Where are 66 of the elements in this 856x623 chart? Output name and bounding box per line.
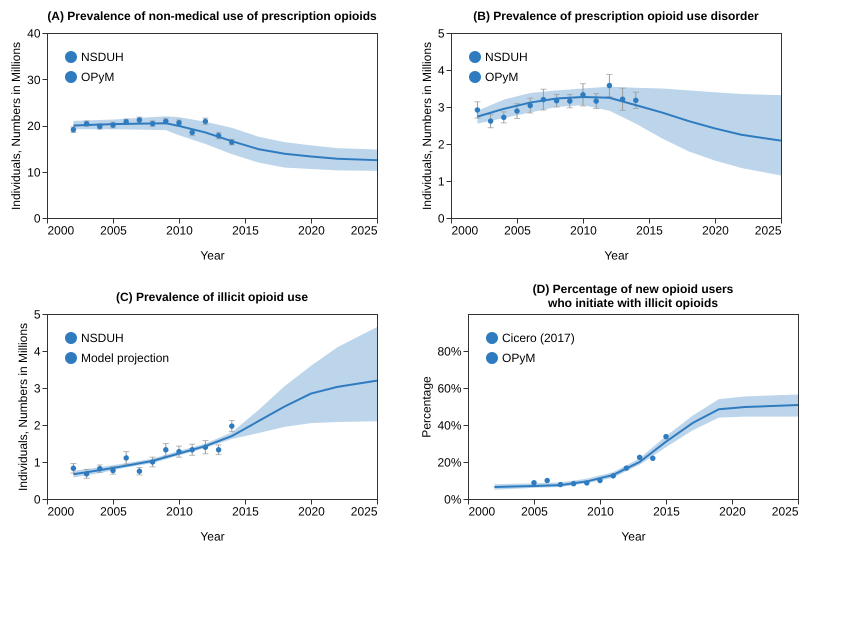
x-tick-label: 2025 xyxy=(772,504,799,518)
y-tick-label: 5 xyxy=(34,308,41,322)
x-tick-label: 2005 xyxy=(100,224,128,238)
x-tick-label: 2015 xyxy=(232,504,260,518)
x-tick-label: 2020 xyxy=(298,504,326,518)
x-tick-label: 2000 xyxy=(48,504,75,518)
x-tick-label: 2015 xyxy=(653,504,680,518)
x-axis-title: Year xyxy=(200,248,225,262)
legend-label: Model projection xyxy=(81,351,170,365)
y-axis-title: Percentage xyxy=(419,376,434,438)
chart-title: (B) Prevalence of prescription opioid use disorder xyxy=(473,9,760,23)
y-tick-label: 0 xyxy=(34,212,41,226)
y-tick-label: 10 xyxy=(27,165,41,180)
x-tick-label: 2015 xyxy=(232,224,260,238)
y-tick-label: 20% xyxy=(437,456,462,470)
y-axis-title: Individuals, Numbers in Millions xyxy=(9,42,24,210)
y-tick-label: 2 xyxy=(438,138,445,152)
y-tick-label: 4 xyxy=(34,344,41,358)
y-axis-title: Individuals, Numbers in Millions xyxy=(420,42,434,210)
x-tick-label: 2010 xyxy=(166,504,194,518)
x-axis-title: Year xyxy=(621,530,646,544)
y-tick-label: 3 xyxy=(438,100,445,114)
y-tick-label: 0 xyxy=(34,492,41,506)
x-tick-label: 2000 xyxy=(452,224,479,238)
y-tick-label: 3 xyxy=(34,382,41,396)
y-tick-label: 40% xyxy=(437,418,462,432)
y-tick-label: 4 xyxy=(438,64,445,78)
legend-label: Cicero (2017) xyxy=(502,331,575,345)
y-tick-label: 60% xyxy=(437,382,462,396)
x-axis-title: Year xyxy=(200,530,225,544)
x-tick-label: 2010 xyxy=(587,504,614,518)
y-tick-label: 1 xyxy=(438,174,445,188)
x-tick-label: 2005 xyxy=(100,504,128,518)
legend-label: NSDUH xyxy=(81,50,124,64)
chart-title: (D) Percentage of new opioid users who initiate with illicit opioids xyxy=(532,282,734,310)
x-tick-label: 2020 xyxy=(298,224,326,238)
y-tick-label: 80% xyxy=(437,344,462,358)
y-tick-label: 0% xyxy=(444,492,462,506)
x-axis-title: Year xyxy=(604,248,629,262)
legend-label: NSDUH xyxy=(81,331,124,345)
y-tick-label: 2 xyxy=(34,418,41,432)
chart-title: (C) Prevalence of illicit opioid use xyxy=(116,290,308,304)
y-tick-label: 5 xyxy=(438,26,445,40)
x-tick-label: 2000 xyxy=(468,504,496,518)
x-tick-label: 2000 xyxy=(48,224,75,238)
x-tick-label: 2010 xyxy=(166,224,194,238)
y-tick-label: 30 xyxy=(27,72,41,87)
x-tick-label: 2010 xyxy=(570,224,598,238)
chart-title: (A) Prevalence of non-medical use of prescription opioids xyxy=(47,9,378,23)
x-tick-label: 2020 xyxy=(702,224,730,238)
y-tick-label: 1 xyxy=(34,456,41,470)
x-tick-label: 2025 xyxy=(350,504,378,518)
x-tick-label: 2005 xyxy=(521,504,548,518)
x-tick-label: 2020 xyxy=(719,504,746,518)
y-tick-label: 0 xyxy=(438,212,445,226)
legend-label: OPyM xyxy=(502,351,536,365)
x-tick-label: 2015 xyxy=(636,224,664,238)
x-tick-label: 2025 xyxy=(350,224,378,238)
y-tick-label: 40 xyxy=(27,26,41,40)
x-tick-label: 2025 xyxy=(754,224,782,238)
legend-label: OPyM xyxy=(485,70,518,84)
legend-label: OPyM xyxy=(81,70,114,84)
legend-label: NSDUH xyxy=(485,50,528,64)
y-tick-label: 20 xyxy=(27,119,41,133)
y-axis-title: Individuals, Numbers in Millions xyxy=(16,322,30,492)
x-tick-label: 2005 xyxy=(504,224,532,238)
